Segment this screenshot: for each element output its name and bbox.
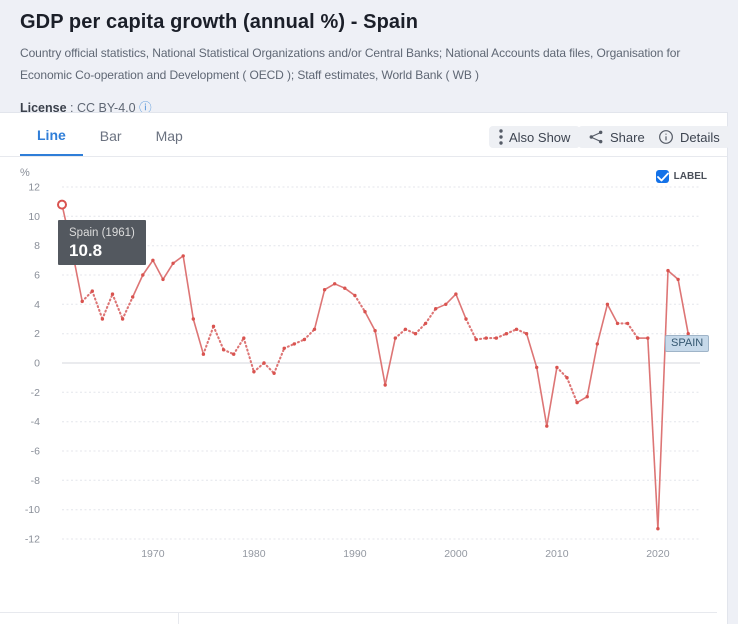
svg-text:-12: -12 (25, 534, 40, 546)
svg-text:2020: 2020 (646, 548, 670, 560)
svg-text:-4: -4 (31, 416, 40, 428)
svg-text:1990: 1990 (343, 548, 367, 560)
svg-text:2010: 2010 (545, 548, 569, 560)
svg-text:1970: 1970 (141, 548, 165, 560)
svg-text:2: 2 (34, 328, 40, 340)
svg-text:0: 0 (34, 358, 40, 370)
svg-text:1980: 1980 (242, 548, 266, 560)
svg-text:8: 8 (34, 240, 40, 252)
svg-text:12: 12 (28, 182, 40, 194)
svg-text:10: 10 (28, 211, 40, 223)
svg-text:-2: -2 (31, 387, 40, 399)
svg-text:-10: -10 (25, 504, 40, 516)
svg-text:4: 4 (34, 299, 40, 311)
svg-text:-6: -6 (31, 446, 40, 458)
svg-text:6: 6 (34, 270, 40, 282)
svg-text:-8: -8 (31, 475, 40, 487)
svg-text:2000: 2000 (444, 548, 468, 560)
